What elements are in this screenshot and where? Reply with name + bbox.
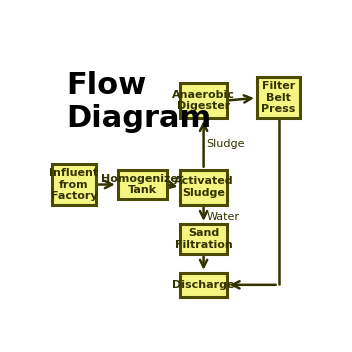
Bar bbox=[181, 224, 227, 254]
Text: Homogenizer
Tank: Homogenizer Tank bbox=[101, 174, 183, 195]
Bar bbox=[257, 77, 301, 118]
Text: Filter
Belt
Press: Filter Belt Press bbox=[262, 81, 296, 114]
Bar bbox=[181, 83, 227, 118]
Text: Sludge: Sludge bbox=[206, 139, 245, 149]
Bar bbox=[181, 272, 227, 297]
Text: Flow
Diagram: Flow Diagram bbox=[66, 70, 211, 133]
Bar bbox=[52, 164, 96, 205]
Text: Water: Water bbox=[206, 212, 239, 222]
Bar bbox=[118, 170, 167, 200]
Bar bbox=[181, 170, 227, 205]
Text: Discharge: Discharge bbox=[172, 280, 235, 290]
Text: Activated
Sludge: Activated Sludge bbox=[174, 176, 233, 198]
Text: Influent
from
Factory: Influent from Factory bbox=[49, 168, 99, 201]
Text: Anaerobic
Digester: Anaerobic Digester bbox=[172, 90, 235, 111]
Text: Sand
Filtration: Sand Filtration bbox=[175, 228, 232, 250]
